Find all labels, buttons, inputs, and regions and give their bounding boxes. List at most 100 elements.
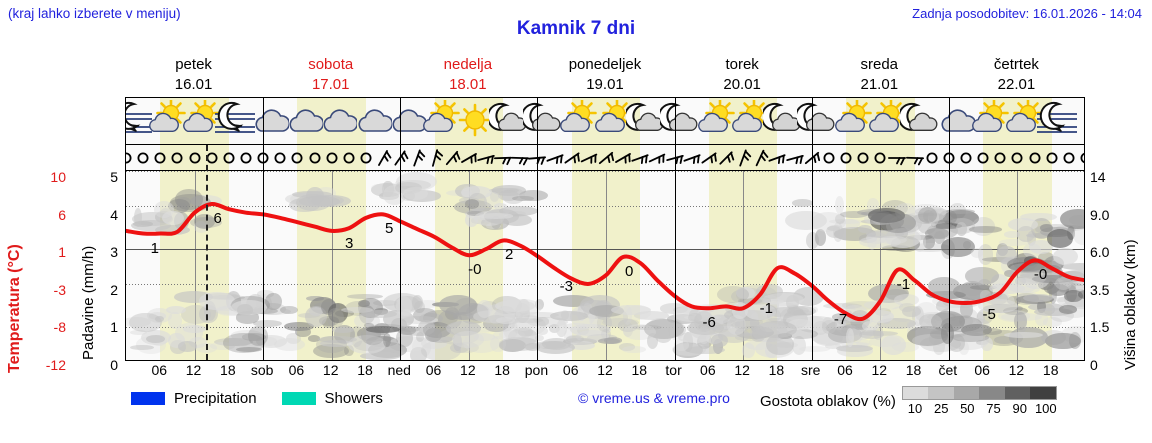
cloud-blob — [789, 307, 810, 315]
cloud-density-tick: 90 — [1012, 401, 1027, 416]
cloud-blob — [467, 192, 487, 213]
cloud-blob — [619, 343, 635, 351]
cloud-blob — [257, 290, 274, 298]
cloud-blob — [494, 203, 507, 210]
cloud-blob — [839, 210, 868, 218]
cloud-blob — [462, 186, 472, 202]
cloud-blob — [745, 304, 776, 320]
cloud-blob — [882, 245, 910, 252]
wind-barb-icon — [648, 145, 666, 170]
time-tick-label: 18 — [768, 362, 785, 378]
cloud-blob — [568, 340, 595, 350]
wind-calm-icon — [186, 145, 204, 170]
cloud-blob — [1068, 278, 1084, 286]
wind-barb-icon — [580, 145, 598, 170]
cloud-blob — [717, 286, 749, 304]
cloud-blob — [1032, 275, 1075, 284]
cloud-blob — [972, 217, 995, 236]
cloud-blob — [413, 307, 437, 322]
cloud-blob — [718, 328, 750, 343]
time-tick-label: 18 — [220, 362, 236, 378]
cloud-blob — [791, 335, 806, 355]
cloud-blob — [130, 344, 155, 351]
cloud-blob — [926, 290, 966, 300]
cloud-blob — [894, 294, 920, 307]
cloud-icon — [249, 98, 289, 144]
moon-mist-icon — [126, 98, 152, 144]
cloud-blob — [344, 344, 355, 357]
cloud-blob — [1019, 212, 1057, 222]
cloud-density-step — [953, 387, 980, 399]
sun-cloud-icon — [1003, 98, 1043, 144]
cloud-blob — [1055, 276, 1073, 290]
cloud-blob — [372, 299, 398, 307]
axis-tick: 10 — [50, 169, 66, 185]
cloud-blob — [969, 226, 1002, 233]
time-tick-label: sob — [250, 362, 274, 378]
showers-legend-label: Showers — [324, 389, 383, 407]
temperature-value-label: -6 — [702, 313, 716, 331]
cloud-blob — [933, 338, 945, 355]
cloud-blob — [712, 325, 749, 334]
cloud-blob — [542, 337, 572, 350]
cloud-blob — [129, 312, 163, 333]
cloud-blob — [1028, 239, 1054, 254]
cloud-blob — [357, 299, 370, 308]
time-tick-label: 12 — [322, 362, 339, 378]
cloud-blob — [130, 219, 171, 232]
cloud-blob — [478, 213, 514, 219]
cloud-blob — [862, 320, 879, 332]
day-header-nedelja: nedelja 18.01 — [399, 55, 536, 97]
wind-barb-icon — [597, 145, 615, 170]
cloud-blob — [446, 321, 481, 337]
plot-area: 1 6 3 5 -0 2 -3 0 -6 -1 -7 -1 -5 -0 — [126, 171, 1084, 360]
cloud-blob — [655, 327, 672, 344]
axis-tick: 9.0 — [1090, 206, 1110, 223]
cloud-blob — [193, 221, 209, 234]
cloud-blob — [825, 343, 841, 350]
sun-cloud-icon — [180, 98, 221, 144]
cloud-blob — [786, 295, 800, 311]
cloud-blob — [1010, 263, 1047, 273]
cloud-blob — [879, 213, 917, 234]
cloud-blob — [815, 229, 827, 246]
time-tick-label: 12 — [734, 362, 750, 378]
axis-tick: 0 — [110, 356, 118, 373]
cloud-blob — [737, 298, 762, 304]
cloud-blob — [834, 195, 844, 215]
cloud-blob — [320, 340, 354, 347]
wind-barb-icon — [888, 145, 907, 170]
cloud-blob — [261, 337, 277, 346]
time-tick-label: 18 — [1042, 362, 1059, 378]
copyright-link[interactable]: © vreme.us & vreme.pro — [578, 390, 730, 406]
cloud-blob — [1043, 317, 1063, 327]
day-header-sreda: sreda 21.01 — [811, 55, 948, 97]
moon-cloud-icon — [488, 98, 529, 144]
day-name: sreda — [860, 56, 899, 73]
sun-cloud-icon — [695, 98, 735, 144]
cloud-blob — [194, 213, 215, 230]
cloud-blob — [825, 224, 845, 238]
cloud-blob — [1078, 290, 1084, 300]
cloud-density-tick: 10 — [907, 401, 923, 416]
temperature-value-label: -0 — [1033, 266, 1048, 284]
cloud-blob — [291, 190, 332, 199]
axis-tick: -12 — [45, 356, 66, 373]
time-tick-label: čet — [938, 362, 958, 378]
cloud-blob — [980, 337, 993, 351]
cloud-blob — [366, 325, 401, 333]
cloud-blob — [327, 308, 345, 328]
cloud-blob — [866, 230, 904, 238]
cloud-blob — [162, 210, 184, 226]
location-menu-note[interactable]: (kraj lahko izberete v meniju) — [8, 6, 181, 21]
cloud-blob — [864, 300, 903, 310]
sun-cloud-icon — [146, 98, 186, 144]
cloud-blob — [1014, 311, 1028, 330]
temperature-value-label: 3 — [344, 235, 354, 253]
forecast-chart[interactable]: 1 6 3 5 -0 2 -3 0 -6 -1 -7 -1 -5 -0 — [125, 97, 1085, 361]
cloud-blob — [927, 276, 961, 295]
cloud-blob — [454, 341, 479, 353]
cloud-blob — [867, 309, 895, 323]
cloud-blob — [321, 318, 336, 328]
sun-cloud-icon — [592, 98, 632, 144]
